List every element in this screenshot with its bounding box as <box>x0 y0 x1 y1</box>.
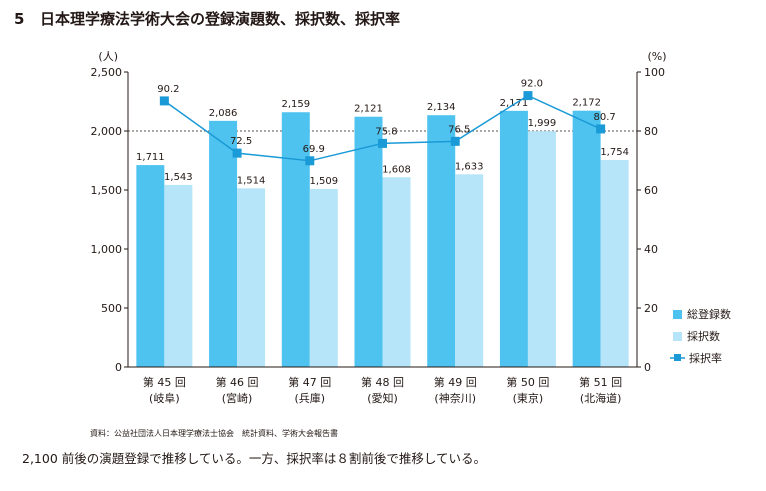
y-left-unit: (人) <box>98 50 118 63</box>
label-registered: 2,121 <box>354 104 383 115</box>
label-rate: 90.2 <box>157 84 179 95</box>
y-right-unit: (%) <box>647 50 666 63</box>
label-registered: 2,134 <box>427 102 456 113</box>
category-label: (岐阜) <box>149 392 180 405</box>
chart-heading: 5 日本理学療法学術大会の登録演題数、採択数、採択率 <box>14 8 400 29</box>
bar-registered <box>572 110 601 367</box>
point-rate <box>305 156 315 166</box>
heading-number: 5 <box>14 10 25 28</box>
tick-label-left: 1,500 <box>91 184 123 197</box>
bar-accepted <box>382 177 411 367</box>
bar-registered <box>499 110 528 368</box>
tick-label-right: 0 <box>644 361 651 374</box>
tick-label-left: 0 <box>115 361 122 374</box>
label-rate: 69.9 <box>303 144 325 155</box>
label-accepted: 1,999 <box>528 118 557 129</box>
legend-label-rate: 採択率 <box>689 351 722 365</box>
label-rate: 76.5 <box>448 124 470 135</box>
category-label: 第 45 回 <box>143 375 186 389</box>
bar-accepted <box>527 131 556 367</box>
label-registered: 1,711 <box>136 152 165 163</box>
tick-label-left: 1,000 <box>91 243 123 256</box>
bar-accepted <box>455 174 484 367</box>
category-label: 第 47 回 <box>288 375 331 389</box>
label-rate: 92.0 <box>521 79 543 90</box>
label-accepted: 1,633 <box>455 161 484 172</box>
label-registered: 2,086 <box>209 108 238 119</box>
bar-accepted <box>309 188 338 367</box>
tick-label-right: 80 <box>644 125 658 138</box>
tick-label-left: 500 <box>101 302 122 315</box>
tick-label-left: 2,000 <box>91 125 123 138</box>
tick-label-right: 100 <box>644 66 665 79</box>
heading-title: 日本理学療法学術大会の登録演題数、採択数、採択率 <box>40 10 401 28</box>
category-label: (神奈川) <box>434 391 476 405</box>
legend-label-accepted: 採択数 <box>687 329 720 343</box>
bar-registered <box>209 120 238 368</box>
category-label: (兵庫) <box>294 391 325 405</box>
label-rate: 80.7 <box>594 112 616 123</box>
label-accepted: 1,514 <box>237 175 266 186</box>
label-registered: 2,159 <box>281 99 310 110</box>
tick-label-left: 2,500 <box>91 66 123 79</box>
legend-marker-rate <box>674 354 681 361</box>
bar-registered <box>354 116 383 367</box>
point-rate <box>159 96 169 106</box>
point-rate <box>232 148 242 158</box>
legend-label-registered: 総登録数 <box>687 307 731 321</box>
point-rate <box>523 91 533 101</box>
label-rate: 75.8 <box>375 126 397 137</box>
bar-accepted <box>600 160 629 367</box>
caption-text: 2,100 前後の演題登録で推移している。一方、採択率は８割前後で推移している。 <box>22 451 487 466</box>
category-label: (愛知) <box>367 391 398 405</box>
point-rate <box>596 124 606 134</box>
legend-swatch-accepted <box>673 332 682 341</box>
bar-registered <box>136 165 165 367</box>
label-accepted: 1,608 <box>382 164 411 175</box>
bar-accepted <box>164 184 193 367</box>
label-rate: 72.5 <box>230 136 252 147</box>
category-label: (宮崎) <box>222 391 253 405</box>
bar-accepted <box>237 188 266 367</box>
category-label: (東京) <box>513 391 544 405</box>
tick-label-right: 20 <box>644 302 658 315</box>
point-rate <box>450 136 460 146</box>
category-label: 第 46 回 <box>216 375 259 389</box>
legend-swatch-registered <box>673 310 682 319</box>
tick-label-right: 40 <box>644 243 658 256</box>
category-label: (北海道) <box>580 391 622 405</box>
source-note: 資料：公益社団法人日本理学療法士協会 統計資料、学術大会報告書 <box>90 429 338 438</box>
bar-registered <box>427 115 456 367</box>
bar-registered <box>281 112 310 367</box>
point-rate <box>378 138 387 148</box>
category-label: 第 49 回 <box>434 375 477 389</box>
category-label: 第 51 回 <box>579 375 622 389</box>
tick-label-right: 60 <box>644 184 658 197</box>
label-accepted: 1,543 <box>164 172 193 183</box>
category-label: 第 50 回 <box>506 375 549 389</box>
label-registered: 2,171 <box>500 98 529 109</box>
label-registered: 2,172 <box>572 98 601 109</box>
label-accepted: 1,509 <box>309 176 338 187</box>
label-accepted: 1,754 <box>600 147 629 158</box>
category-label: 第 48 回 <box>361 375 404 389</box>
